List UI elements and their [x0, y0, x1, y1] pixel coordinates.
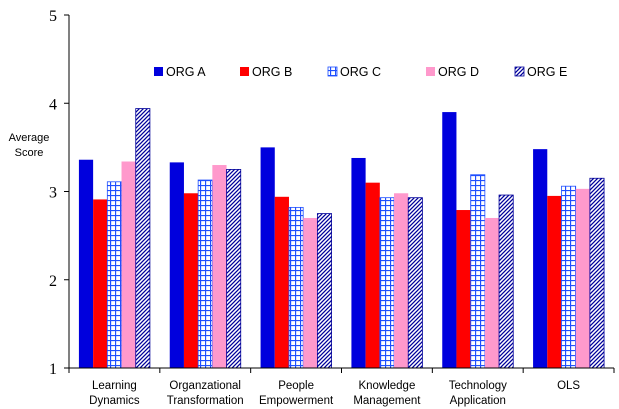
- y-axis-title-line-2: Score: [15, 147, 44, 159]
- bar-org-b: [456, 210, 471, 368]
- y-tick-label: 2: [49, 273, 57, 290]
- x-tick-label: Technology: [449, 380, 507, 392]
- legend-label: ORG C: [340, 65, 381, 79]
- bar-org-b: [547, 195, 562, 368]
- x-tick-label: Knowledge: [358, 380, 415, 392]
- bar-org-e: [498, 194, 514, 369]
- bar-org-d: [121, 161, 136, 368]
- axes: [68, 15, 615, 373]
- bar-org-e: [135, 108, 151, 369]
- x-tick-label: Dynamics: [89, 395, 140, 407]
- bar-org-a: [533, 149, 548, 368]
- bar-org-e: [407, 197, 423, 369]
- bar-org-b: [274, 196, 289, 368]
- y-tick-label: 4: [49, 96, 57, 113]
- x-tick-label: Learning: [92, 380, 137, 392]
- bar-org-d: [575, 188, 590, 368]
- bar-org-a: [78, 159, 94, 368]
- y-axis-title-line-1: Average: [9, 132, 50, 144]
- bar-org-e: [316, 213, 332, 369]
- legend-label: ORG B: [252, 65, 292, 79]
- bar-org-d: [303, 217, 318, 368]
- bar-org-a: [260, 147, 275, 369]
- x-tick-label: Application: [450, 395, 506, 407]
- bar-org-c: [288, 206, 304, 369]
- x-tick-label: Management: [353, 395, 421, 407]
- x-axis-labels: Learning Dynamics Organzational Transformat…: [89, 380, 580, 407]
- bar-org-b: [93, 199, 108, 368]
- bar-org-c: [379, 197, 395, 369]
- legend-label: ORG E: [527, 65, 567, 79]
- legend-swatch-org-a: [154, 67, 163, 76]
- bar-org-d: [484, 217, 500, 368]
- y-tick-label: 5: [49, 8, 57, 25]
- bar-org-e: [589, 177, 605, 369]
- bar-org-d: [212, 165, 227, 368]
- bar-org-c: [561, 185, 577, 369]
- legend-swatch-org-d: [426, 67, 435, 76]
- bar-org-b: [183, 193, 199, 368]
- x-tick-label: Organzational: [169, 380, 241, 392]
- legend-swatch-org-b: [240, 67, 249, 76]
- legend-swatch-org-e: [514, 66, 525, 77]
- bar-org-e: [226, 169, 242, 369]
- bar-org-c: [470, 174, 486, 369]
- legend: ORG A ORG B ORG C ORG D ORG E: [154, 65, 567, 79]
- y-tick-label: 1: [49, 361, 57, 378]
- bar-org-d: [394, 193, 409, 368]
- y-tick-label: 3: [49, 185, 57, 202]
- bar-org-c: [106, 181, 122, 369]
- bar-org-a: [169, 162, 184, 368]
- legend-label: ORG D: [438, 65, 479, 79]
- legend-swatch-org-c: [327, 66, 338, 77]
- x-tick-label: OLS: [557, 380, 580, 392]
- x-tick-label: People: [278, 380, 314, 392]
- x-tick-label: Empowerment: [259, 395, 334, 407]
- y-axis-title: Average Score: [9, 132, 50, 159]
- legend-label: ORG A: [166, 65, 206, 79]
- bars: [78, 108, 605, 369]
- bar-org-b: [365, 182, 380, 368]
- x-tick-label: Transformation: [167, 395, 244, 407]
- bar-org-a: [351, 157, 366, 368]
- bar-org-a: [442, 112, 457, 368]
- y-axis-ticks: 1 2 3 4 5: [49, 8, 69, 378]
- bar-org-c: [197, 179, 213, 369]
